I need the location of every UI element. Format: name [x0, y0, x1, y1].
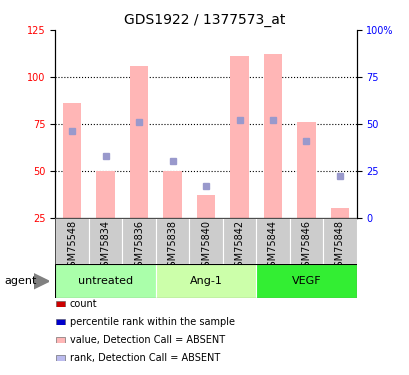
Bar	[155, 217, 189, 264]
Bar	[222, 217, 256, 264]
Text: GSM75840: GSM75840	[200, 220, 211, 273]
Bar	[130, 66, 148, 218]
Text: GSM75846: GSM75846	[301, 220, 311, 273]
Bar	[96, 171, 115, 217]
Text: percentile rank within the sample: percentile rank within the sample	[70, 317, 234, 327]
Text: GSM75844: GSM75844	[267, 220, 277, 273]
Bar	[256, 264, 356, 298]
Bar	[230, 56, 248, 217]
Bar	[63, 103, 81, 218]
Bar	[122, 217, 155, 264]
Bar	[289, 217, 322, 264]
Text: untreated: untreated	[78, 276, 133, 286]
Bar	[89, 217, 122, 264]
Bar	[155, 264, 256, 298]
Bar	[189, 217, 222, 264]
Bar	[196, 195, 215, 217]
Bar	[55, 217, 89, 264]
Polygon shape	[34, 274, 49, 289]
Text: Ang-1: Ang-1	[189, 276, 222, 286]
Text: VEGF: VEGF	[291, 276, 321, 286]
Text: value, Detection Call = ABSENT: value, Detection Call = ABSENT	[70, 335, 224, 345]
Text: GDS1922 / 1377573_at: GDS1922 / 1377573_at	[124, 13, 285, 27]
Text: GSM75842: GSM75842	[234, 220, 244, 273]
Text: GSM75848: GSM75848	[334, 220, 344, 273]
Bar	[263, 54, 281, 217]
Bar	[55, 264, 155, 298]
Text: GSM75548: GSM75548	[67, 220, 77, 273]
Text: rank, Detection Call = ABSENT: rank, Detection Call = ABSENT	[70, 353, 219, 363]
Bar	[330, 208, 348, 218]
Bar	[163, 171, 181, 217]
Bar	[322, 217, 356, 264]
Text: GSM75838: GSM75838	[167, 220, 177, 273]
Text: GSM75836: GSM75836	[134, 220, 144, 273]
Text: agent: agent	[4, 276, 36, 286]
Text: GSM75834: GSM75834	[100, 220, 110, 273]
Bar	[256, 217, 289, 264]
Text: count: count	[70, 299, 97, 309]
Bar	[297, 122, 315, 218]
